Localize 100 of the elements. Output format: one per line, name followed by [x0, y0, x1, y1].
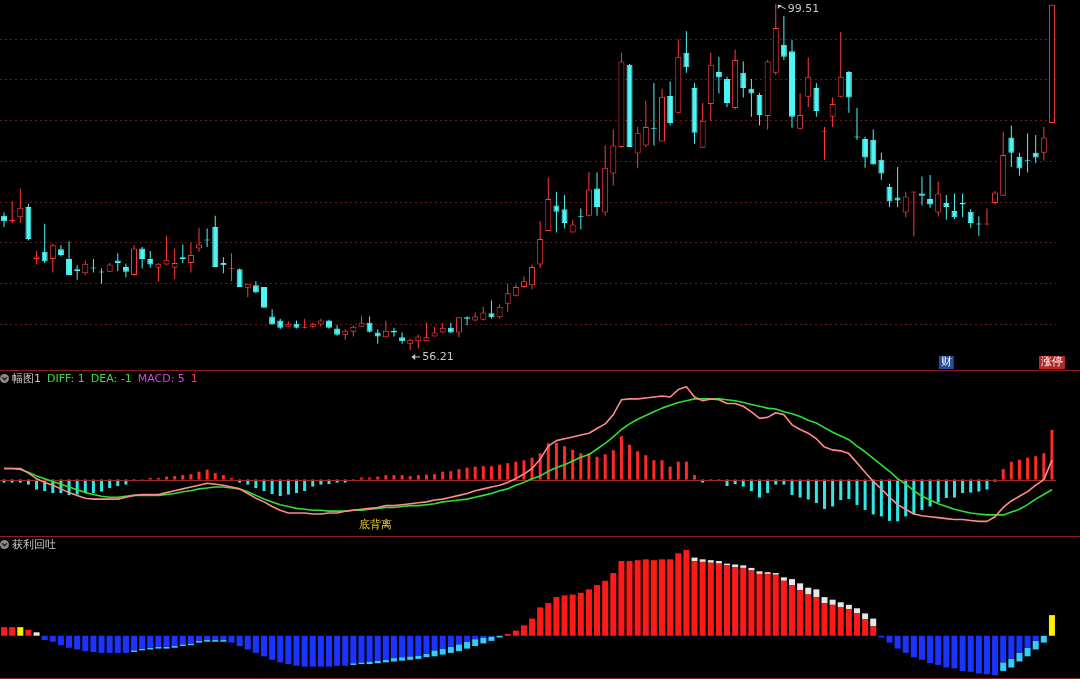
bar [1032, 635, 1039, 641]
bar [894, 635, 901, 649]
bar [847, 479, 851, 499]
bar [106, 635, 113, 653]
bar [100, 479, 104, 492]
bar [667, 559, 674, 636]
bar [675, 553, 682, 636]
bar [522, 460, 526, 480]
bar [797, 583, 804, 591]
bar [758, 479, 762, 498]
bar [821, 603, 828, 636]
bar [829, 604, 836, 636]
bar [766, 479, 770, 494]
bar [252, 635, 259, 653]
bar [561, 595, 568, 636]
bar [1040, 635, 1047, 643]
bar [748, 570, 755, 636]
bar [163, 635, 170, 647]
bar [563, 446, 567, 480]
bar [634, 560, 641, 636]
bar [17, 627, 24, 636]
bar [204, 635, 211, 641]
bar [961, 479, 965, 494]
bar [805, 594, 812, 636]
bar [407, 656, 414, 660]
bar [301, 635, 308, 667]
chart-title: 幅图1 [12, 372, 41, 385]
bar [155, 635, 162, 647]
bar [944, 479, 948, 499]
bar [839, 479, 843, 500]
bar [684, 461, 688, 480]
bar [797, 590, 804, 636]
bar [374, 635, 381, 661]
bar [309, 635, 316, 667]
bar [845, 604, 852, 610]
bar [520, 625, 527, 636]
bar [740, 567, 747, 636]
bar [603, 454, 607, 480]
bar [489, 466, 493, 480]
bar [41, 635, 48, 641]
bar [114, 635, 121, 653]
bar [862, 619, 869, 636]
bar [537, 607, 544, 636]
bar [431, 635, 438, 651]
bar [707, 560, 714, 563]
bar [699, 559, 706, 562]
bar [82, 635, 89, 652]
bar [512, 630, 519, 636]
bar [1001, 469, 1005, 480]
bar [433, 474, 437, 480]
bar [1024, 647, 1031, 657]
bar [382, 635, 389, 660]
bar [611, 450, 615, 480]
chart-title: 获利回吐 [12, 538, 56, 551]
bar [1000, 662, 1007, 671]
bar [837, 602, 844, 608]
text: 1 [190, 372, 198, 385]
bar [642, 559, 649, 636]
bar [855, 479, 859, 505]
bar [1017, 459, 1021, 480]
bar [270, 479, 274, 495]
bar [628, 444, 632, 480]
bar [985, 479, 989, 490]
bar [25, 629, 32, 636]
bar [423, 635, 430, 654]
bar [862, 613, 869, 620]
bar [602, 580, 609, 636]
bar [236, 635, 243, 647]
bar [399, 635, 406, 658]
bar [831, 479, 835, 507]
bar [896, 479, 900, 522]
bar [545, 603, 552, 636]
bar [902, 635, 909, 653]
bar [399, 657, 406, 661]
annotation: 99.51 [787, 1, 820, 15]
bar [392, 475, 396, 480]
bar [887, 479, 891, 521]
bar [277, 635, 284, 663]
bar [66, 635, 73, 648]
bar [707, 562, 714, 636]
bar [668, 466, 672, 480]
bar [1034, 456, 1038, 480]
bar [221, 475, 225, 480]
bar [244, 635, 251, 650]
bar [927, 635, 934, 664]
bar [780, 577, 787, 581]
bar [455, 644, 462, 652]
bar [619, 436, 623, 480]
bar [286, 479, 290, 495]
bar [829, 599, 836, 605]
text: DIFF: 1 [47, 372, 85, 385]
bar [587, 453, 591, 480]
bar [813, 589, 820, 598]
bar [529, 618, 536, 636]
bar [936, 479, 940, 503]
bar [691, 561, 698, 636]
bar [424, 474, 428, 480]
bar [676, 461, 680, 480]
bar [278, 479, 282, 497]
bar [441, 471, 445, 480]
